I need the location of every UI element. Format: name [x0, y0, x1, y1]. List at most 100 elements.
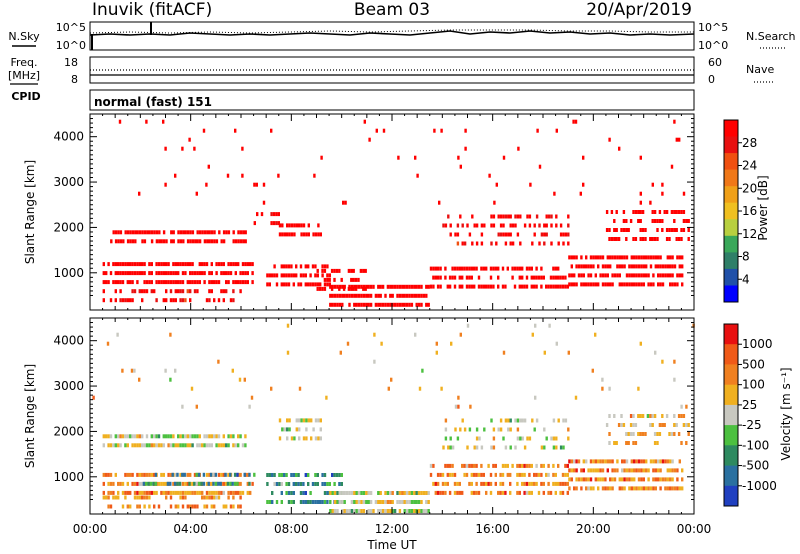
power-cell	[625, 273, 629, 278]
power-cell	[386, 284, 390, 289]
velocity-cell	[310, 436, 313, 441]
velocity-cell	[475, 427, 479, 432]
power-cell	[133, 262, 137, 267]
power-cell	[483, 223, 486, 228]
power-cell	[604, 282, 607, 287]
power-cell	[601, 264, 605, 269]
velocity-cell	[184, 481, 187, 486]
velocity-cell	[181, 472, 184, 477]
power-cell	[201, 230, 204, 235]
velocity-cell	[319, 418, 322, 423]
power-cell	[241, 262, 245, 267]
velocity-cell	[651, 423, 654, 427]
velocity-cell	[293, 436, 296, 441]
power-cell	[468, 284, 471, 289]
power-cell	[196, 271, 199, 276]
velocity-cell	[429, 463, 433, 468]
velocity-cell	[535, 472, 538, 477]
power-cell	[124, 271, 127, 276]
velocity-cell	[637, 414, 640, 418]
velocity-cell	[552, 463, 555, 468]
velocity-cell	[656, 432, 659, 436]
velocity-cell	[369, 509, 373, 513]
nsearch-tick-high: 10^5	[698, 21, 728, 34]
power-ylabel: Slant Range [km]	[23, 160, 37, 264]
velocity-cell	[302, 491, 305, 495]
power-cell	[338, 284, 342, 289]
power-cell	[654, 264, 657, 269]
velocity-cell	[217, 434, 221, 439]
power-cell	[405, 284, 409, 289]
power-cell	[114, 271, 117, 276]
velocity-cell	[217, 481, 220, 486]
power-cell	[470, 284, 473, 289]
power-cell	[573, 273, 576, 278]
velocity-cell	[184, 443, 187, 448]
power-cell	[502, 155, 506, 160]
velocity-cell	[178, 481, 182, 486]
velocity-cell	[405, 500, 409, 504]
power-cell	[659, 264, 662, 269]
power-cell	[275, 282, 279, 287]
power-cell	[360, 302, 363, 307]
velocity-cell	[201, 443, 204, 448]
velocity-cell	[585, 486, 588, 491]
velocity-cell	[567, 436, 570, 441]
velocity-cell	[570, 477, 573, 482]
power-cell	[210, 271, 213, 276]
power-cell	[133, 289, 137, 294]
velocity-cell	[215, 434, 218, 439]
power-cell	[642, 255, 645, 260]
power-cell	[644, 237, 647, 241]
velocity-cell	[456, 436, 460, 441]
power-cell	[618, 273, 621, 278]
velocity-cell	[229, 481, 232, 486]
velocity-cell	[605, 423, 609, 427]
power-cell	[184, 271, 187, 276]
velocity-cell	[302, 436, 306, 441]
power-cell	[275, 273, 279, 278]
power-cell	[637, 219, 640, 223]
velocity-cell	[222, 490, 225, 495]
power-cell	[487, 284, 490, 289]
power-cell	[251, 271, 254, 276]
velocity-cell	[480, 481, 483, 486]
velocity-cell	[250, 395, 254, 400]
power-cell	[158, 230, 161, 235]
velocity-cell	[601, 477, 605, 482]
velocity-cell	[148, 490, 151, 495]
power-cell	[164, 146, 167, 151]
velocity-cell	[664, 477, 667, 482]
power-cell	[507, 232, 510, 237]
velocity-cell	[126, 504, 129, 509]
velocity-cell	[239, 490, 242, 495]
power-cell	[439, 266, 442, 271]
velocity-cell	[329, 491, 332, 495]
velocity-cell	[147, 481, 150, 486]
power-cell	[639, 219, 642, 223]
power-cell	[644, 228, 647, 232]
power-colorbar-tick-label: 28	[742, 136, 757, 150]
power-cell	[174, 262, 177, 267]
velocity-cell	[592, 459, 595, 464]
velocity-cell	[566, 481, 569, 486]
power-cell	[658, 210, 662, 214]
velocity-cell	[502, 436, 505, 441]
velocity-cell	[504, 490, 507, 495]
velocity-cell	[119, 434, 122, 439]
velocity-cell	[497, 490, 500, 495]
power-cell	[676, 273, 679, 278]
power-cell	[172, 271, 175, 276]
power-colorbar-segment	[724, 252, 738, 270]
velocity-cell	[143, 443, 146, 448]
power-cell	[489, 275, 493, 280]
velocity-cell	[232, 490, 235, 495]
velocity-colorbar-tick-label: -25	[742, 418, 762, 432]
velocity-cell	[220, 472, 223, 477]
velocity-cell	[561, 481, 565, 486]
velocity-cell	[251, 481, 254, 486]
power-cell	[215, 239, 219, 244]
velocity-cell	[288, 427, 291, 432]
velocity-cell	[186, 472, 189, 477]
power-cell	[138, 262, 141, 267]
